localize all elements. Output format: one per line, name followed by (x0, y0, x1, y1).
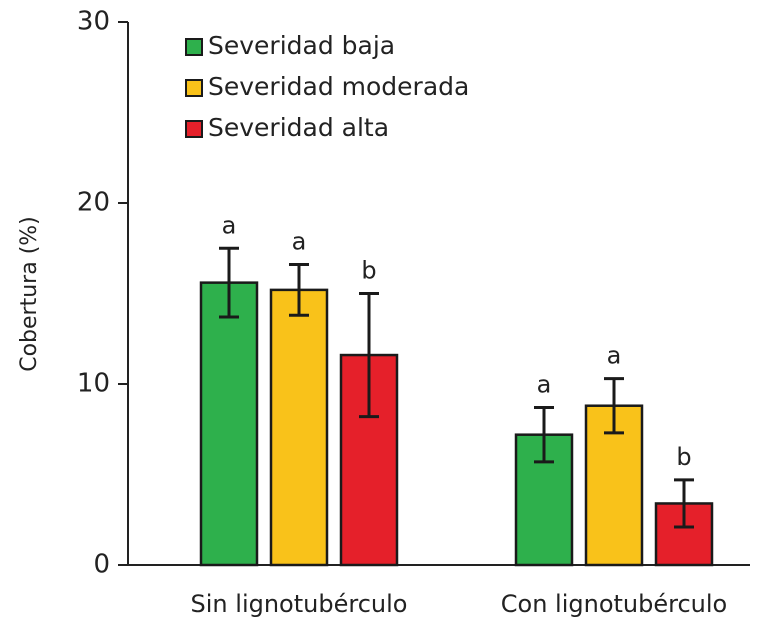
legend-label: Severidad alta (208, 113, 389, 142)
significance-letter: a (222, 211, 237, 239)
legend-label: Severidad moderada (208, 72, 469, 101)
legend-swatch (185, 38, 203, 56)
significance-letter: b (676, 443, 691, 471)
y-tick-label: 0 (93, 550, 110, 580)
significance-letter: a (292, 228, 307, 256)
y-tick-label: 20 (77, 188, 110, 218)
y-axis-label: Cobertura (%) (17, 216, 42, 372)
x-tick-label: Sin lignotubérculo (191, 590, 408, 618)
significance-letter: a (607, 342, 622, 370)
legend-swatch (185, 120, 203, 138)
significance-letter: a (537, 371, 552, 399)
y-tick-label: 30 (77, 7, 110, 37)
legend-swatch (185, 79, 203, 97)
x-tick-label: Con lignotubérculo (501, 590, 727, 618)
legend-label: Severidad baja (208, 31, 395, 60)
bar (269, 288, 329, 567)
bar (199, 281, 259, 567)
y-tick-label: 10 (77, 369, 110, 399)
significance-letter: b (361, 257, 376, 285)
